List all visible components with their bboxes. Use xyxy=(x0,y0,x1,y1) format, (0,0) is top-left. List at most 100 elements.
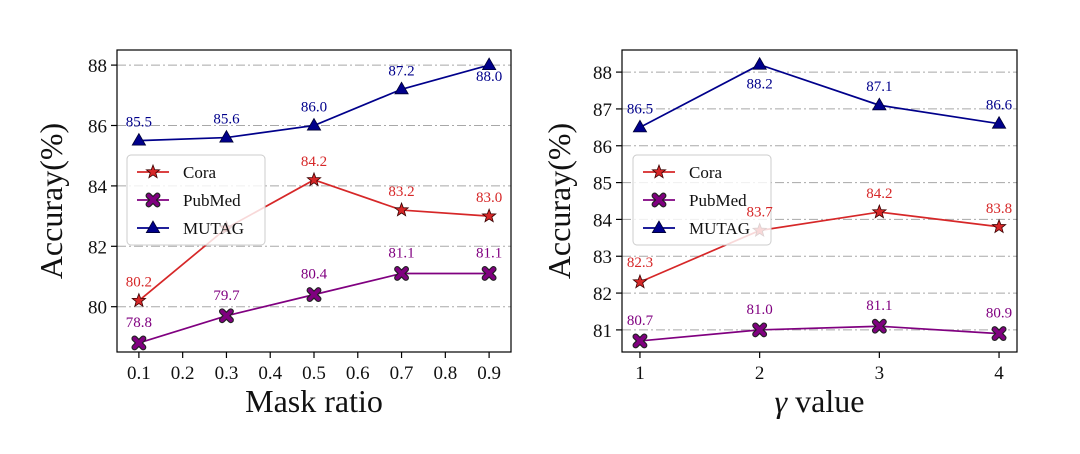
y-tick-label: 88 xyxy=(88,56,107,77)
data-label-cora: 84.2 xyxy=(301,154,327,170)
data-label-mutag: 86.0 xyxy=(301,100,327,116)
x-marker-stroke-b xyxy=(307,288,321,301)
y-tick-label: 87 xyxy=(593,100,612,121)
x-marker-stroke-b xyxy=(753,323,766,337)
y-tick-label: 88 xyxy=(593,63,612,84)
x-axis-label: γ value xyxy=(775,383,865,419)
x-marker-stroke-b xyxy=(146,193,160,207)
data-label-pubmed: 81.1 xyxy=(476,245,502,261)
plot-frame xyxy=(621,49,1018,353)
data-label-pubmed: 81.1 xyxy=(388,245,414,261)
data-label-cora: 84.2 xyxy=(866,186,892,202)
star-marker xyxy=(145,163,161,179)
star-marker xyxy=(306,171,322,187)
y-axis-label: Accuray(%) xyxy=(541,123,577,279)
triangle-marker xyxy=(752,56,767,70)
star-marker xyxy=(481,207,497,223)
legend-label-pubmed: PubMed xyxy=(689,191,747,210)
x-tick-label: 0.4 xyxy=(258,363,282,384)
y-tick-label: 86 xyxy=(88,117,107,138)
y-tick-label: 80 xyxy=(88,298,107,319)
data-label-pubmed: 80.7 xyxy=(627,313,654,329)
triangle-marker xyxy=(651,220,667,233)
star-marker xyxy=(651,163,667,179)
data-label-mutag: 88.2 xyxy=(747,77,773,93)
y-tick-label: 86 xyxy=(593,137,612,158)
triangle-marker xyxy=(131,132,147,146)
legend-label-pubmed: PubMed xyxy=(183,191,241,210)
legend-label-cora: Cora xyxy=(689,163,723,182)
chart-mask-ratio: 80 82 84 86 88 0.1 0.2 0.3 0.4 0.5 0.6 0.7 0.8 0.9 Cor… xyxy=(33,49,512,419)
data-label-cora: 83.2 xyxy=(388,184,414,200)
x-marker-stroke-b xyxy=(652,193,666,207)
x-marker-stroke-b xyxy=(992,327,1006,340)
data-label-pubmed: 81.0 xyxy=(747,302,773,318)
series-line-mutag xyxy=(639,63,1000,129)
triangle-marker xyxy=(872,97,887,111)
legend-label-cora: Cora xyxy=(183,163,217,182)
y-tick-label: 82 xyxy=(593,284,612,305)
star-marker xyxy=(632,273,648,289)
data-label-cora: 80.2 xyxy=(126,275,152,291)
data-label-pubmed: 80.4 xyxy=(301,267,328,283)
series-line-pubmed xyxy=(138,272,490,344)
y-tick-label: 81 xyxy=(593,321,612,342)
data-label-mutag: 85.5 xyxy=(126,115,152,131)
y-tick-label: 82 xyxy=(88,237,107,258)
triangle-marker xyxy=(145,220,161,233)
x-tick-label: 0.5 xyxy=(302,363,326,384)
x-axis-label-text: value xyxy=(795,383,864,419)
x-marker-stroke-b xyxy=(873,319,886,333)
data-label-cora: 83.0 xyxy=(476,190,502,206)
legend-label-mutag: MUTAG xyxy=(689,219,750,238)
data-label-mutag: 87.1 xyxy=(866,79,892,95)
y-tick-label: 85 xyxy=(593,174,612,195)
legend-box xyxy=(126,154,266,246)
y-axis-label: Accuray(%) xyxy=(33,123,69,279)
y-tick-label: 84 xyxy=(593,210,613,231)
data-label-pubmed: 79.7 xyxy=(213,288,240,304)
x-marker-stroke-b xyxy=(633,334,647,348)
data-label-pubmed: 80.9 xyxy=(986,306,1012,322)
triangle-marker xyxy=(219,129,234,143)
chart-gamma-value: 81 82 83 84 85 86 87 88 1 2 3 4 Cora PubMed MUTAG 82.3 8… xyxy=(541,49,1018,419)
triangle-marker xyxy=(632,119,648,133)
data-label-cora: 82.3 xyxy=(627,255,653,271)
x-tick-label: 0.1 xyxy=(127,363,151,384)
triangle-marker xyxy=(991,115,1007,129)
star-marker xyxy=(991,218,1007,234)
star-marker xyxy=(131,292,147,308)
x-tick-label: 4 xyxy=(994,363,1004,384)
data-label-cora: 83.7 xyxy=(747,204,774,220)
data-label-pubmed: 78.8 xyxy=(126,315,152,331)
series-line-cora xyxy=(639,211,1000,283)
triangle-marker xyxy=(394,81,409,95)
x-tick-label: 1 xyxy=(635,363,645,384)
x-tick-label: 0.3 xyxy=(215,363,239,384)
star-marker xyxy=(871,203,888,219)
y-tick-label: 84 xyxy=(88,177,108,198)
data-label-mutag: 87.2 xyxy=(388,63,414,79)
x-marker-stroke-b xyxy=(395,267,408,280)
x-marker-stroke-b xyxy=(132,336,146,350)
y-tick-label: 83 xyxy=(593,247,612,268)
x-tick-label: 0.6 xyxy=(346,363,370,384)
star-marker xyxy=(393,201,410,217)
x-marker-stroke-b xyxy=(482,267,496,280)
x-tick-label: 0.8 xyxy=(433,363,457,384)
series-line-pubmed xyxy=(639,325,1000,342)
x-axis-label-symbol: γ xyxy=(775,383,796,419)
x-tick-label: 2 xyxy=(755,363,765,384)
data-label-mutag: 86.6 xyxy=(986,98,1013,114)
triangle-marker xyxy=(306,117,322,131)
triangle-marker xyxy=(481,57,497,71)
x-marker-stroke-b xyxy=(220,309,233,323)
legend-label-mutag: MUTAG xyxy=(183,219,244,238)
data-label-mutag: 88.0 xyxy=(476,69,502,85)
data-label-pubmed: 81.1 xyxy=(866,298,892,314)
x-tick-label: 0.9 xyxy=(477,363,501,384)
legend-box xyxy=(632,154,772,246)
x-tick-label: 0.7 xyxy=(390,363,414,384)
x-tick-label: 3 xyxy=(875,363,885,384)
